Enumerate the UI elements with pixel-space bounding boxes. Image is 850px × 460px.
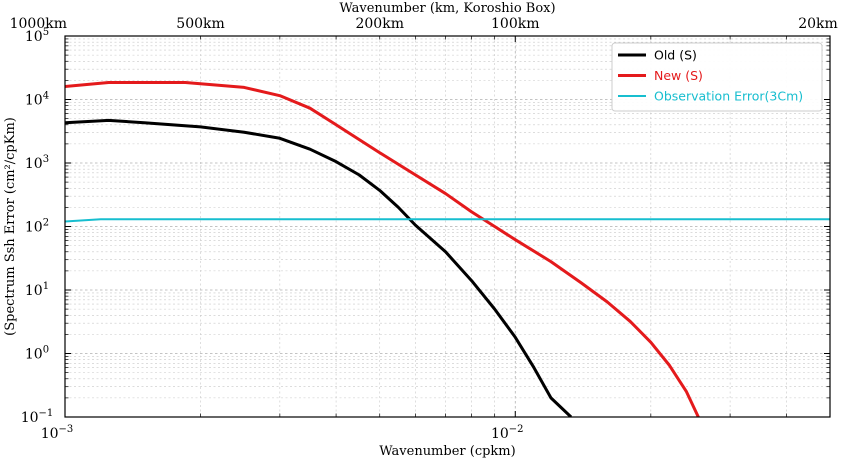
legend-label: Old (S) bbox=[654, 48, 697, 63]
x-tick-label: 10−3 bbox=[41, 424, 74, 442]
top-tick-label: 100km bbox=[491, 16, 539, 32]
legend: Old (S) New (S) Observation Error(3Cm) bbox=[611, 42, 823, 112]
y-tick-label: 100 bbox=[25, 345, 49, 363]
top-tick-label: 500km bbox=[176, 16, 224, 32]
y-tick-label: 102 bbox=[25, 218, 49, 236]
series-line bbox=[65, 218, 830, 223]
series-layer bbox=[65, 81, 830, 417]
y-tick-label: 101 bbox=[25, 281, 49, 299]
series-line bbox=[65, 118, 573, 417]
top-tick-label: 1000km bbox=[10, 16, 67, 32]
top-axis-label: Wavenumber (km, Koroshio Box) bbox=[339, 1, 555, 16]
y-axis-label: (Spectrum Ssh Error (cm²/cpKm) bbox=[3, 117, 18, 336]
legend-box bbox=[611, 42, 823, 112]
legend-label: New (S) bbox=[654, 68, 703, 83]
series-line bbox=[65, 81, 700, 417]
top-tick-label: 20km bbox=[798, 16, 838, 32]
y-tick-label: 10−1 bbox=[21, 408, 54, 426]
x-tick-label: 10−2 bbox=[491, 424, 524, 442]
y-tick-label: 105 bbox=[25, 27, 49, 45]
y-tick-label: 104 bbox=[25, 91, 49, 109]
legend-label: Observation Error(3Cm) bbox=[654, 89, 803, 104]
y-tick-label: 103 bbox=[25, 154, 49, 172]
x-axis-label: Wavenumber (cpkm) bbox=[379, 444, 515, 459]
top-tick-label: 200km bbox=[355, 16, 403, 32]
